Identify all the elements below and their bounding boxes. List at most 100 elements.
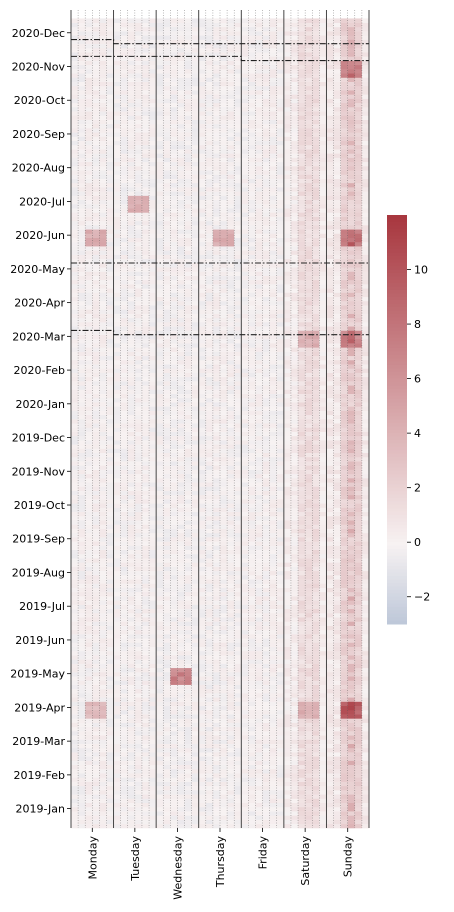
heatmap-cell xyxy=(177,612,185,618)
heatmap-cell xyxy=(354,608,363,614)
heatmap-cell xyxy=(71,330,79,335)
heatmap-cell xyxy=(149,334,157,340)
heatmap-cell xyxy=(319,486,327,491)
heatmap-cell xyxy=(354,490,363,496)
heatmap-cell xyxy=(198,634,207,639)
heatmap-cell xyxy=(127,435,136,441)
heatmap-cell xyxy=(198,583,207,588)
heatmap-cell xyxy=(333,343,341,348)
heatmap-cell xyxy=(220,473,228,479)
heatmap-cell xyxy=(340,806,349,812)
heatmap-cell xyxy=(290,532,299,538)
heatmap-cell xyxy=(191,663,200,669)
heatmap-cell xyxy=(156,596,164,601)
heatmap-cell xyxy=(347,806,356,812)
heatmap-cell xyxy=(92,448,100,454)
heatmap-cell xyxy=(170,604,178,610)
heatmap-cell xyxy=(191,785,200,791)
heatmap-cell xyxy=(127,718,136,723)
heatmap-cell xyxy=(269,676,278,681)
heatmap-cell xyxy=(305,697,313,702)
heatmap-cell xyxy=(298,718,306,723)
heatmap-cell xyxy=(134,402,143,407)
heatmap-cell xyxy=(234,629,242,635)
heatmap-cell xyxy=(255,385,263,390)
heatmap-cell xyxy=(262,351,270,357)
heatmap-cell xyxy=(85,693,93,698)
heatmap-cell xyxy=(283,646,292,652)
heatmap-cell xyxy=(227,617,235,622)
heatmap-cell xyxy=(340,688,349,694)
heatmap-cell xyxy=(177,414,185,420)
heatmap-cell xyxy=(184,359,192,365)
heatmap-cell xyxy=(113,600,121,605)
heatmap-cell xyxy=(347,819,356,825)
heatmap-cell xyxy=(227,566,235,572)
heatmap-cell xyxy=(156,419,164,424)
heatmap-cell xyxy=(198,608,207,614)
heatmap-cell xyxy=(92,731,100,736)
heatmap-cell xyxy=(269,566,278,572)
heatmap-cell xyxy=(85,659,93,664)
heatmap-cell xyxy=(312,798,320,803)
heatmap-cell xyxy=(262,714,270,719)
heatmap-cell xyxy=(191,777,200,782)
heatmap-cell xyxy=(248,368,256,373)
heatmap-cell xyxy=(184,798,192,803)
heatmap-cell xyxy=(227,634,235,639)
heatmap-cell xyxy=(184,338,192,344)
heatmap-cell xyxy=(191,659,200,664)
heatmap-cell xyxy=(255,397,263,403)
heatmap-cell xyxy=(177,355,185,361)
heatmap-cell xyxy=(305,461,313,466)
heatmap-cell xyxy=(191,469,200,475)
heatmap-cell xyxy=(241,680,249,685)
heatmap-cell xyxy=(333,541,341,546)
heatmap-cell xyxy=(177,777,185,782)
heatmap-cell xyxy=(220,347,228,352)
heatmap-cell xyxy=(127,591,136,597)
heatmap-cell xyxy=(276,663,285,669)
heatmap-cell xyxy=(312,338,320,344)
heatmap-cell xyxy=(319,414,327,420)
heatmap-cell xyxy=(319,684,327,690)
heatmap-cell xyxy=(340,591,349,597)
heatmap-cell xyxy=(134,532,143,538)
heatmap-cell xyxy=(156,549,164,555)
heatmap-cell xyxy=(248,507,256,513)
heatmap-cell xyxy=(333,490,341,496)
heatmap-cell xyxy=(92,435,100,441)
heatmap-cell xyxy=(361,642,370,647)
heatmap-cell xyxy=(276,465,285,470)
heatmap-cell xyxy=(78,600,86,605)
heatmap-cell xyxy=(149,697,157,702)
heatmap-cell xyxy=(156,655,164,660)
heatmap-cell xyxy=(354,785,363,791)
heatmap-cell xyxy=(262,794,270,799)
heatmap-cell xyxy=(71,549,79,555)
heatmap-cell xyxy=(283,798,292,803)
heatmap-cell xyxy=(191,650,200,656)
heatmap-cell xyxy=(191,596,200,601)
heatmap-cell xyxy=(269,326,278,331)
heatmap-cell xyxy=(85,419,93,424)
heatmap-cell xyxy=(106,680,114,685)
heatmap-cell xyxy=(248,410,256,416)
heatmap-cell xyxy=(141,419,150,424)
heatmap-cell xyxy=(212,773,221,778)
heatmap-cell xyxy=(184,448,192,454)
heatmap-cell xyxy=(113,650,121,656)
heatmap-cell xyxy=(212,490,221,496)
heatmap-cell xyxy=(347,760,356,766)
heatmap-cell xyxy=(170,756,178,761)
heatmap-cell xyxy=(248,612,256,618)
heatmap-cell xyxy=(283,752,292,757)
heatmap-cell xyxy=(220,671,228,677)
heatmap-cell xyxy=(269,448,278,454)
heatmap-cell xyxy=(290,456,299,462)
heatmap-cell xyxy=(262,806,270,812)
heatmap-cell xyxy=(220,490,228,496)
heatmap-cell xyxy=(177,663,185,669)
heatmap-cell xyxy=(255,747,263,753)
heatmap-cell xyxy=(149,705,157,711)
